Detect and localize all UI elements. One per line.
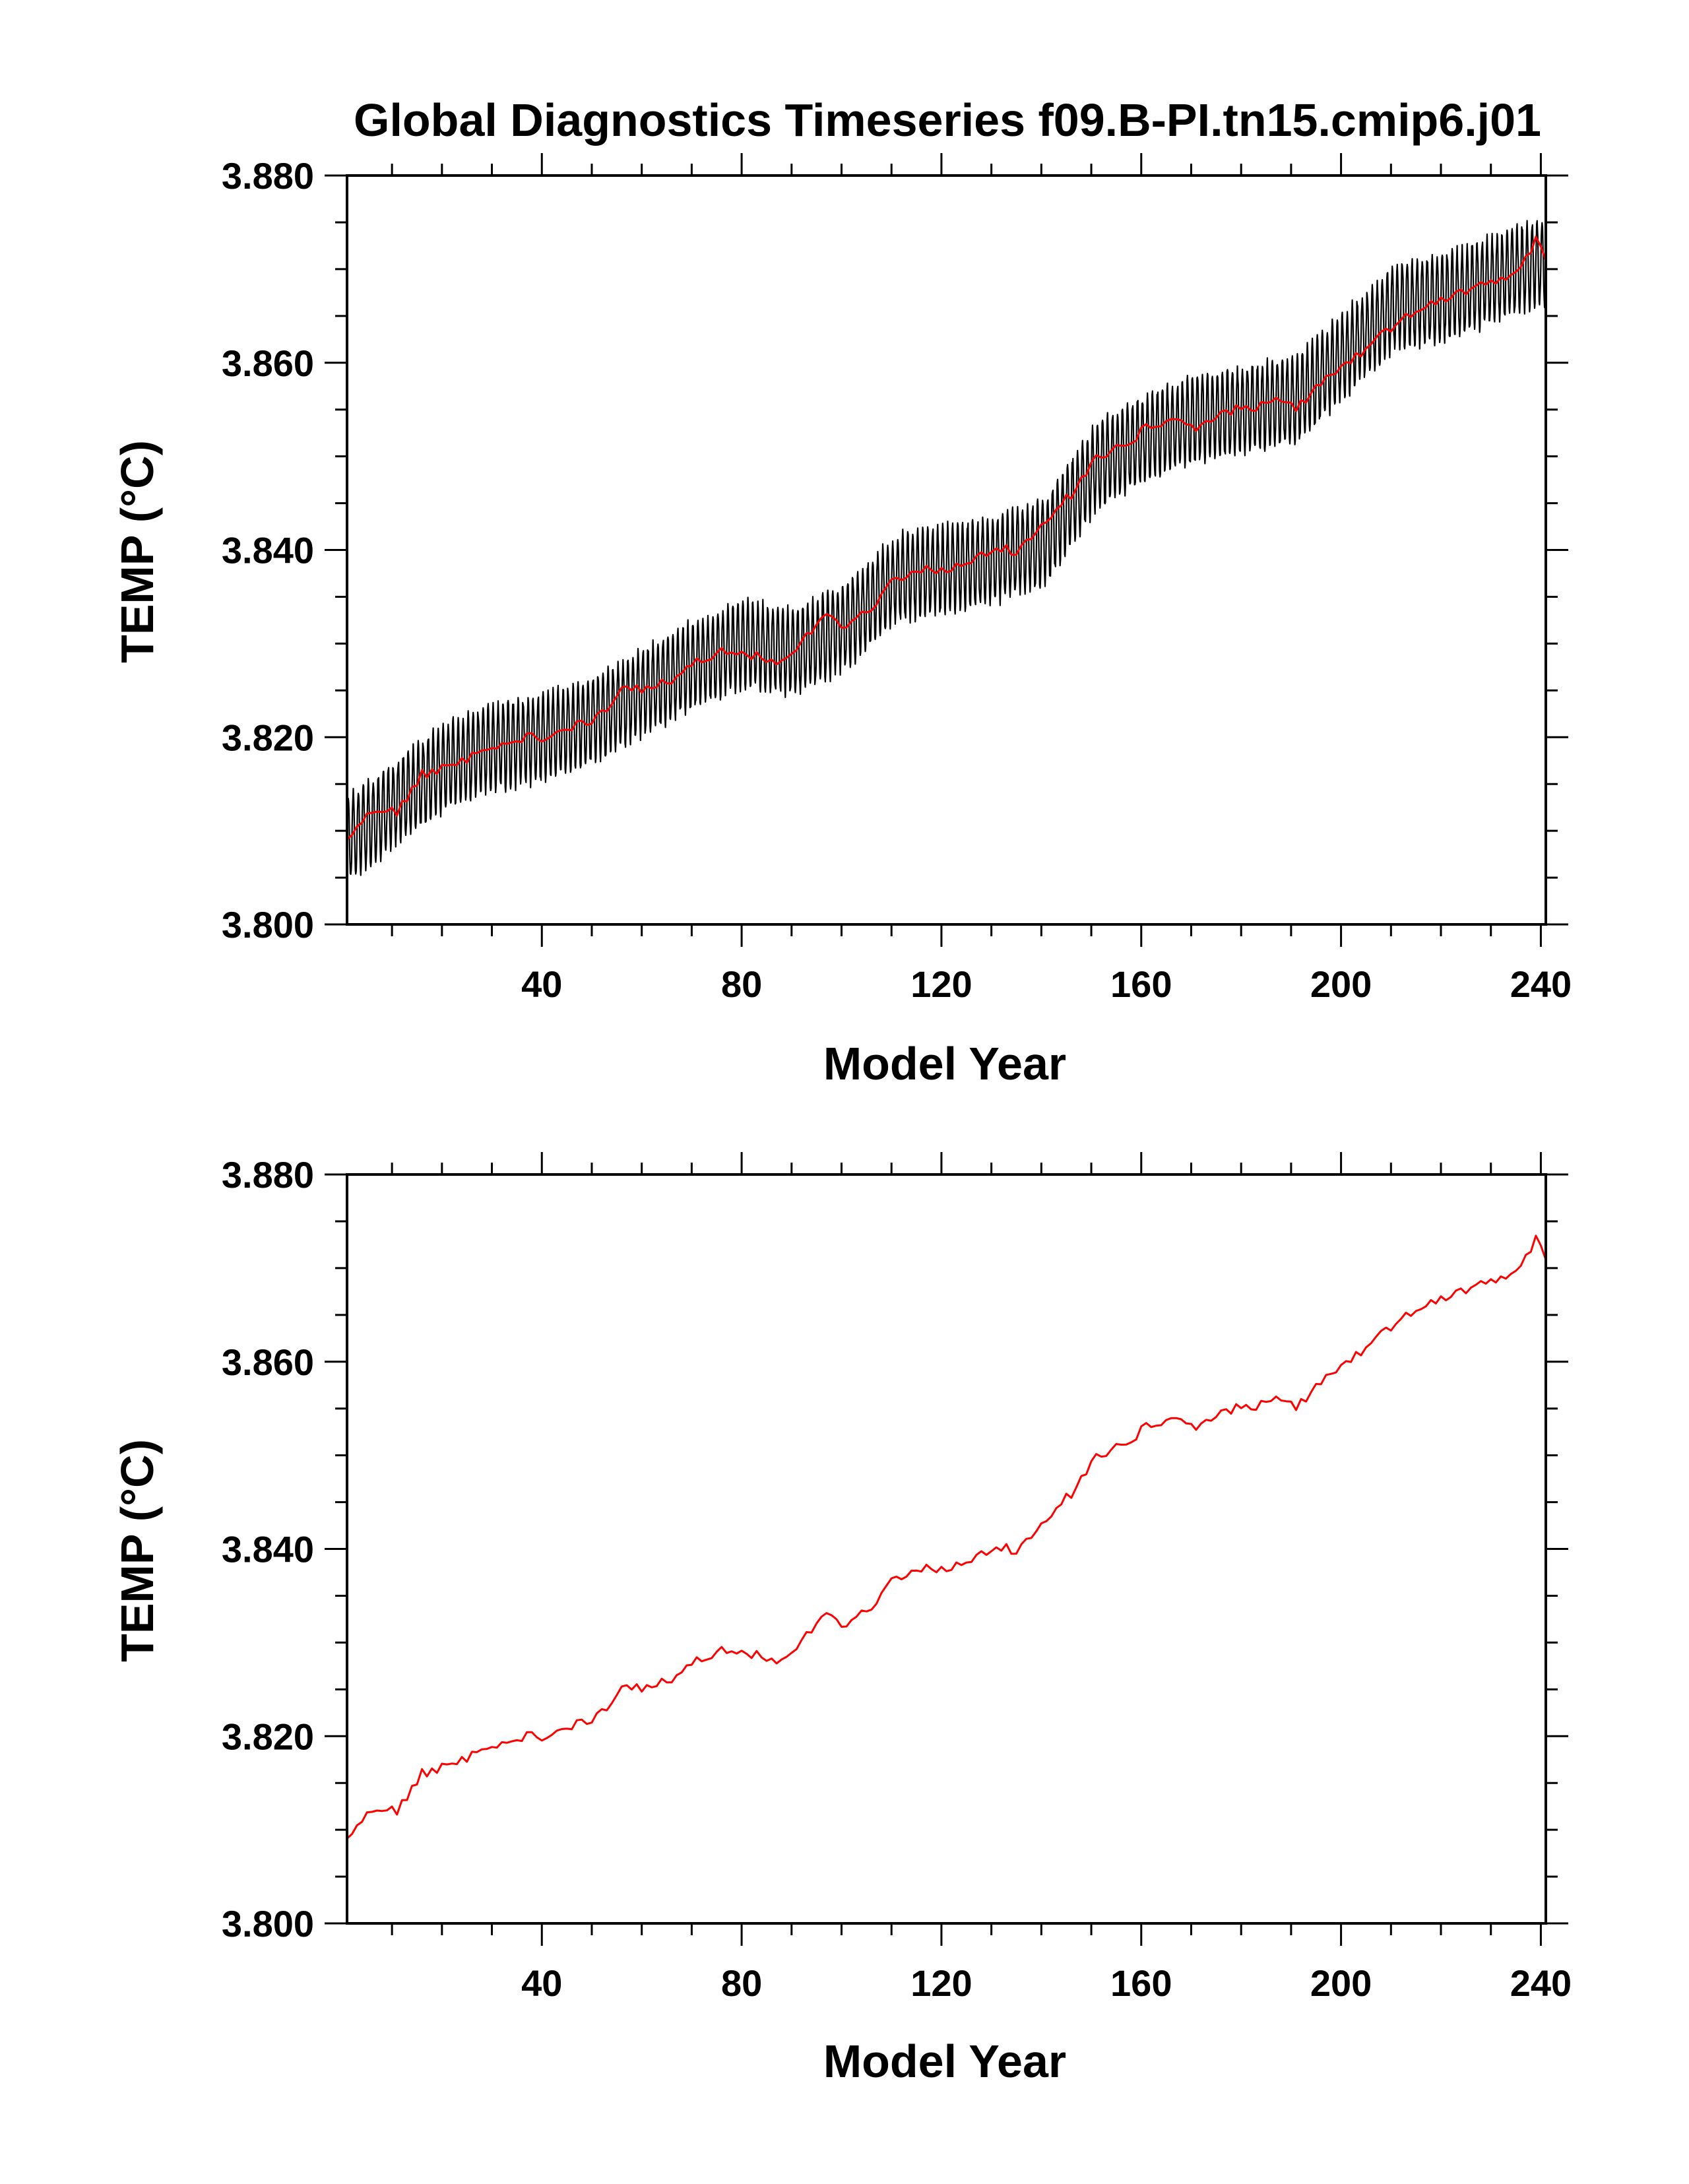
x-tick-label: 40 <box>521 963 562 1005</box>
top-panel: TEMP (°C) Model Year 3.800 3.820 3.840 3.86… <box>112 153 1572 1089</box>
bottom-panel: TEMP (°C) Model Year 3.800 3.820 3.840 3.86… <box>112 1152 1572 2087</box>
axes: 3.800 3.820 3.840 3.860 3.880 40 80 120 160 200 24… <box>222 1152 1572 2004</box>
y-tick-label: 3.820 <box>222 1716 314 1757</box>
y-tick-label: 3.880 <box>222 155 314 197</box>
y-tick-label: 3.800 <box>222 1903 314 1944</box>
axes: 3.800 3.820 3.840 3.860 3.880 40 80 120 160 200 24… <box>222 153 1572 1005</box>
plot-area <box>346 220 1547 876</box>
x-tick-label: 200 <box>1310 963 1372 1005</box>
plot-frame <box>346 1173 1547 1925</box>
series-line-monthly <box>346 220 1547 876</box>
y-tick-label: 3.860 <box>222 342 314 384</box>
y-tick-label: 3.820 <box>222 717 314 758</box>
x-tick-label: 160 <box>1110 1962 1172 2004</box>
y-tick-label: 3.860 <box>222 1341 314 1383</box>
series-line-annual <box>346 1235 1547 1840</box>
x-tick-label: 80 <box>721 1962 762 2004</box>
x-tick-label: 240 <box>1510 963 1572 1005</box>
x-tick-label: 40 <box>521 1962 562 2004</box>
chart-title: Global Diagnostics Timeseries f09.B-PI.t… <box>354 94 1541 146</box>
x-tick-label: 80 <box>721 963 762 1005</box>
x-tick-label: 240 <box>1510 1962 1572 2004</box>
x-tick-label: 160 <box>1110 963 1172 1005</box>
y-axis-label: TEMP (°C) <box>112 440 163 663</box>
y-tick-label: 3.840 <box>222 530 314 571</box>
y-axis-label: TEMP (°C) <box>112 1439 163 1662</box>
x-tick-label: 120 <box>910 963 972 1005</box>
x-axis-label: Model Year <box>823 1038 1066 1089</box>
x-tick-label: 120 <box>910 1962 972 2004</box>
plot-area <box>346 1235 1547 1840</box>
series-line-annual <box>346 236 1547 841</box>
y-tick-label: 3.880 <box>222 1154 314 1196</box>
y-tick-label: 3.800 <box>222 904 314 946</box>
y-tick-label: 3.840 <box>222 1529 314 1570</box>
x-axis-label: Model Year <box>823 2036 1066 2087</box>
x-tick-label: 200 <box>1310 1962 1372 2004</box>
